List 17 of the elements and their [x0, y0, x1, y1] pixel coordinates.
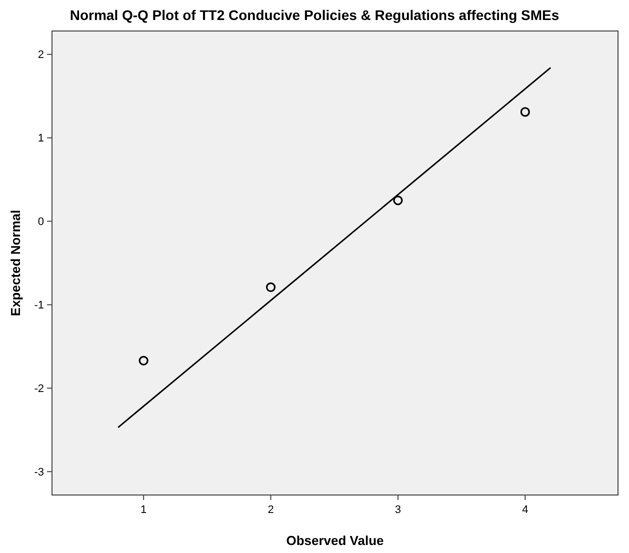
point [520, 107, 530, 117]
x-tick-label: 4 [522, 504, 528, 516]
y-tick-label: 2 [38, 49, 44, 62]
y-tick-label: -1 [34, 300, 44, 312]
point [393, 196, 403, 206]
y-tick-label: -3 [34, 466, 44, 478]
y-tick-label: 1 [38, 132, 44, 145]
chart-title: Normal Q-Q Plot of TT2 Conducive Policies & Regulations affecting SMEs [70, 7, 560, 23]
x-tick-label: 2 [268, 504, 274, 516]
y-tick-label: 0 [38, 216, 44, 228]
y-tick-label: -2 [34, 383, 44, 396]
x-tick-label: 1 [140, 504, 147, 516]
point [138, 356, 148, 366]
point [266, 282, 276, 292]
x-axis-title: Observed Value [286, 533, 384, 548]
y-axis-title: Expected Normal [8, 210, 23, 316]
x-tick-label: 3 [394, 504, 402, 516]
